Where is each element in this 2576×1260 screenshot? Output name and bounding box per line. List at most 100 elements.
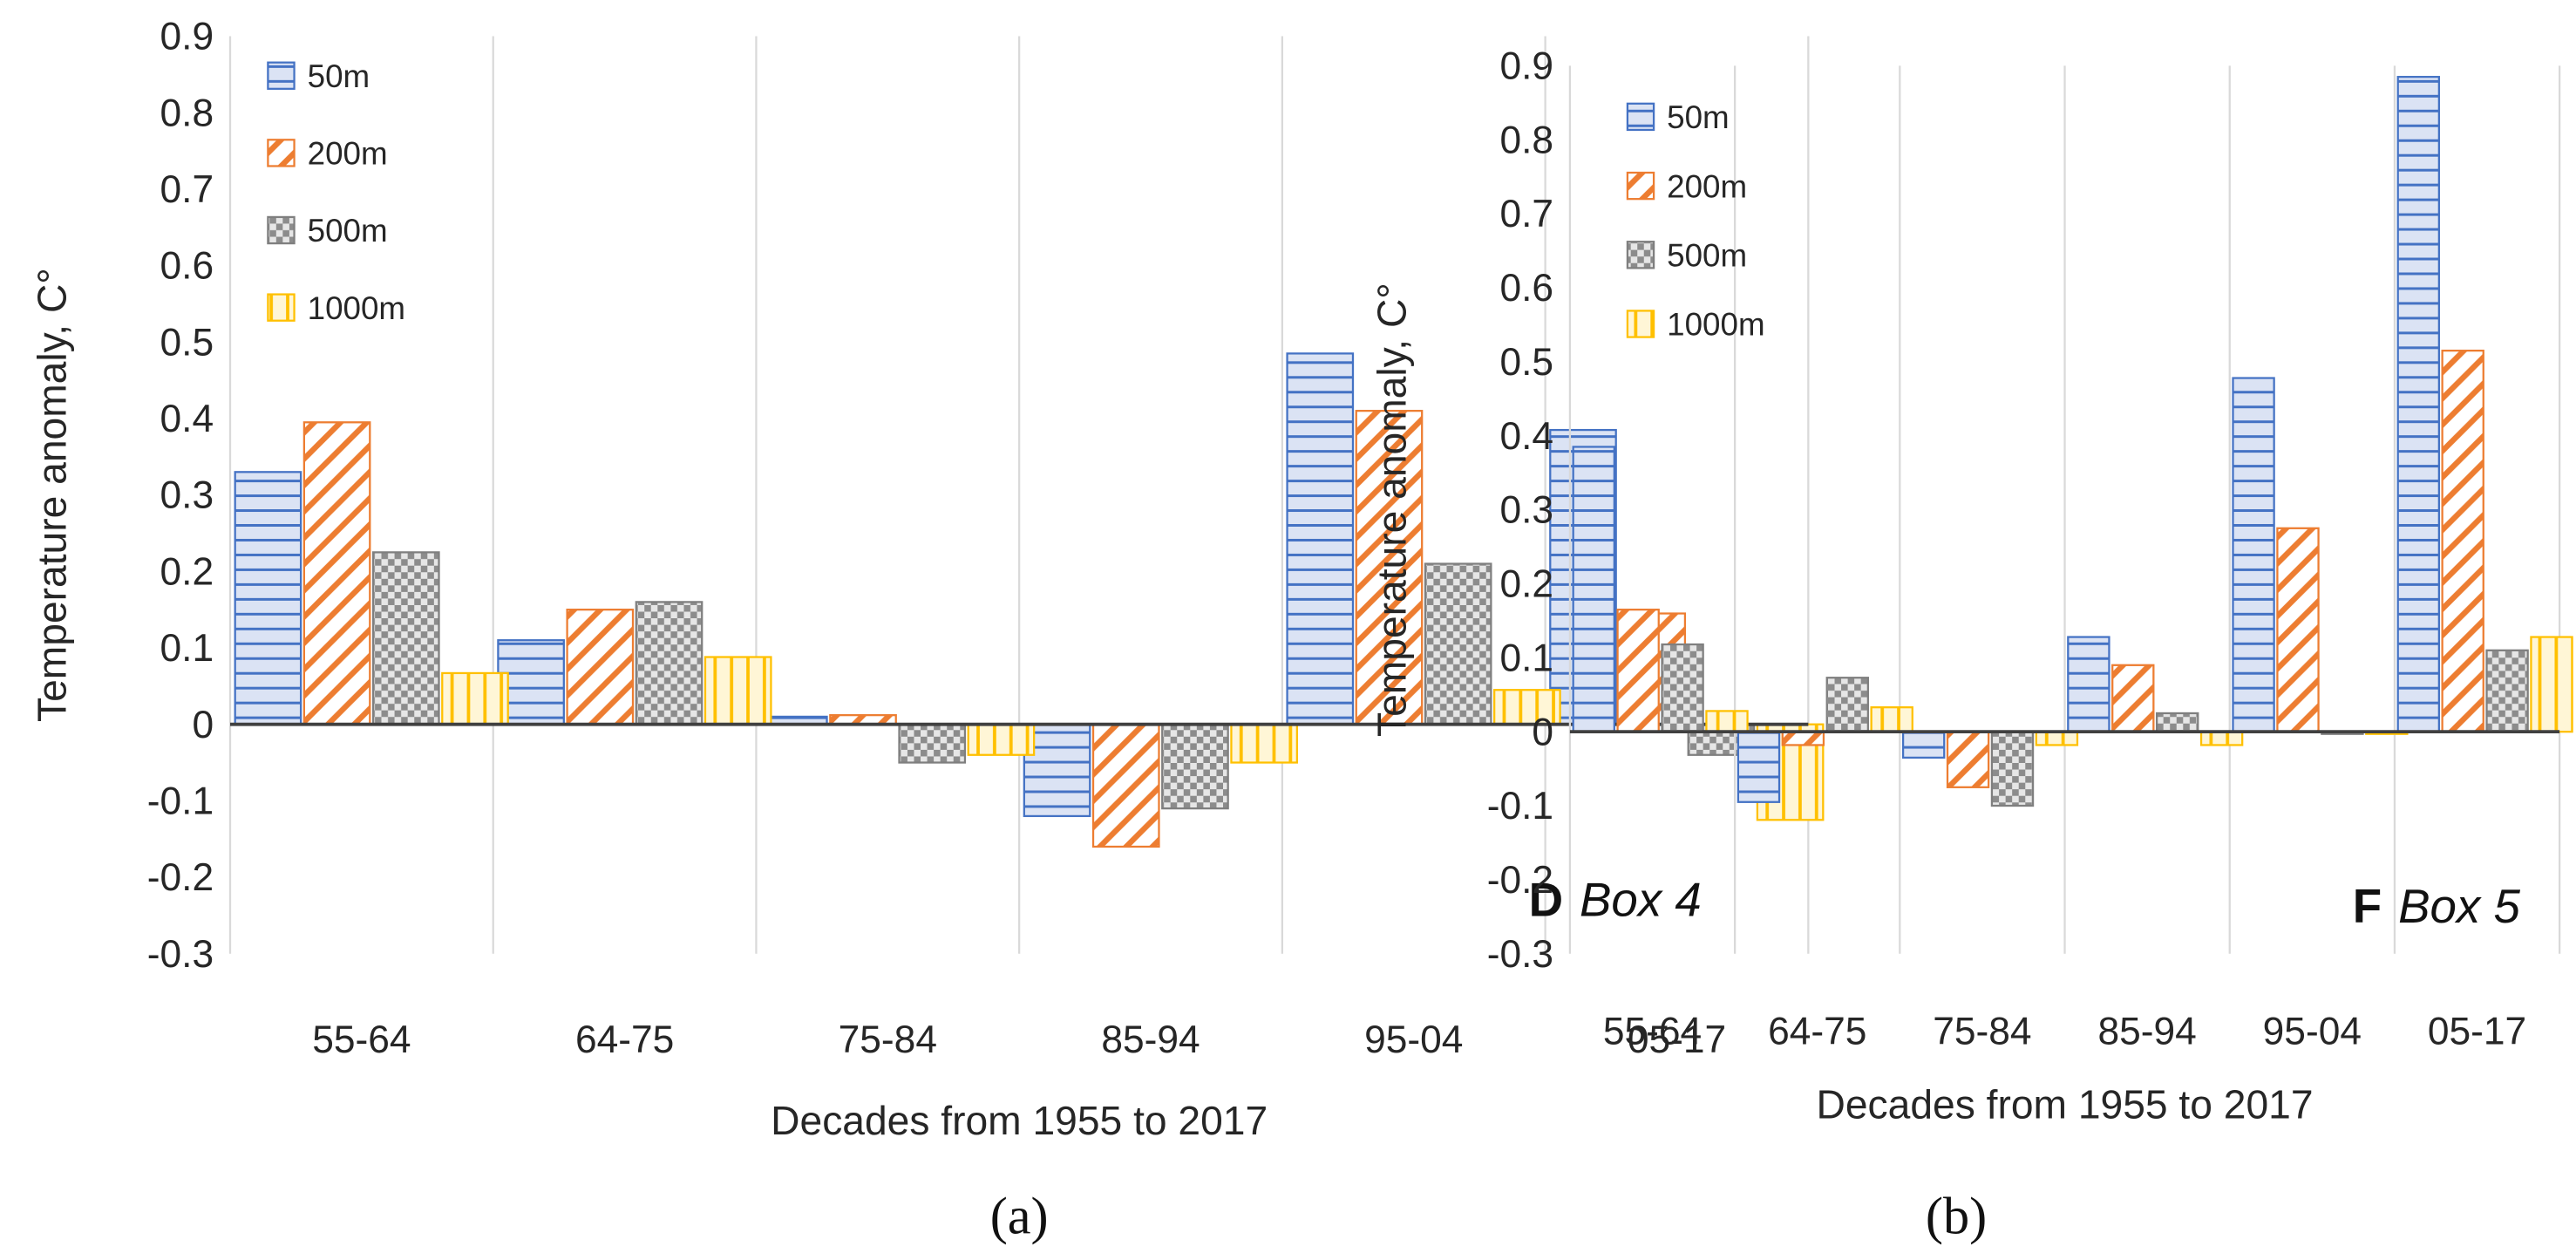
bar-1000m-75-84 xyxy=(967,723,1036,756)
bar-1000m-95-04 xyxy=(1493,689,1561,725)
y-axis-title: Temperature anomaly, C° xyxy=(1369,283,1414,737)
x-tick-label: 75-84 xyxy=(1933,1010,2031,1052)
y-tick-label: 0.7 xyxy=(1499,193,1553,235)
bar-500m-64-75 xyxy=(1825,677,1869,733)
y-tick-label: 0 xyxy=(193,704,214,746)
y-tick-label: -0.3 xyxy=(147,933,214,976)
y-tick-label: 0.1 xyxy=(1499,637,1553,679)
bar-500m-64-75 xyxy=(635,601,703,725)
y-axis-title: Temperature anomaly, C° xyxy=(29,268,74,722)
panel-label: F Box 5 xyxy=(2353,879,2521,933)
bar-200m-95-04 xyxy=(1355,410,1424,725)
y-tick-label: 0.1 xyxy=(160,627,214,670)
bar-200m-85-94 xyxy=(2111,664,2155,733)
bar-200m-95-04 xyxy=(2276,527,2320,733)
bar-1000m-64-75 xyxy=(1870,706,1913,733)
panel-box-label: Box 4 xyxy=(1580,872,1702,926)
x-tick-label: 05-17 xyxy=(2428,1010,2526,1052)
panel-caption: (b) xyxy=(1926,1187,1987,1245)
x-tick-label: 75-84 xyxy=(839,1018,937,1061)
y-tick-label: 0.3 xyxy=(1499,489,1553,532)
x-axis-title: Decades from 1955 to 2017 xyxy=(771,1098,1268,1143)
bar-50m-55-64 xyxy=(1572,446,1615,733)
bar-200m-64-75 xyxy=(566,609,635,725)
x-tick-label: 85-94 xyxy=(2097,1010,2196,1052)
legend-swatch-500m xyxy=(267,215,296,245)
bar-200m-64-75 xyxy=(1781,731,1825,746)
y-tick-label: 0.7 xyxy=(160,168,214,211)
panel-letter: F xyxy=(2353,879,2382,933)
legend-swatch-50m xyxy=(267,61,296,90)
legend-label-500m: 500m xyxy=(308,213,388,249)
y-tick-label: 0.5 xyxy=(160,321,214,364)
bar-500m-75-84 xyxy=(898,723,967,764)
bar-50m-85-94 xyxy=(2067,636,2110,733)
legend-swatch-50m xyxy=(1626,102,1655,132)
legend-label-50m: 50m xyxy=(1667,99,1730,135)
y-tick-label: 0.2 xyxy=(1499,563,1553,606)
y-tick-label: 0 xyxy=(1532,711,1553,753)
y-tick-label: -0.1 xyxy=(147,780,214,822)
bar-200m-55-64 xyxy=(302,421,371,725)
legend-swatch-200m xyxy=(1626,171,1655,201)
bar-200m-75-84 xyxy=(1946,731,1990,788)
x-tick-label: 64-75 xyxy=(1768,1010,1866,1052)
x-tick-label: 85-94 xyxy=(1101,1018,1200,1061)
bar-50m-85-94 xyxy=(1023,723,1091,818)
x-tick-label: 64-75 xyxy=(575,1018,674,1061)
bar-500m-55-64 xyxy=(371,551,440,725)
bar-1000m-55-64 xyxy=(1705,710,1749,733)
bar-1000m-85-94 xyxy=(1230,723,1299,764)
legend-label-500m: 500m xyxy=(1667,237,1747,273)
bar-50m-95-04 xyxy=(1286,352,1355,725)
bar-500m-95-04 xyxy=(1424,562,1492,725)
legend-swatch-200m xyxy=(267,139,296,167)
bar-1000m-64-75 xyxy=(703,656,772,725)
y-tick-label: -0.2 xyxy=(147,856,214,899)
panel-label: D Box 4 xyxy=(1529,872,1702,926)
y-tick-label: 0.5 xyxy=(1499,341,1553,384)
y-tick-label: -0.3 xyxy=(1487,933,1553,976)
panel-box-label: Box 5 xyxy=(2398,879,2520,933)
bar-500m-85-94 xyxy=(1161,723,1229,810)
bar-500m-55-64 xyxy=(1661,643,1704,733)
legend-swatch-1000m xyxy=(267,293,296,322)
panel-letter: D xyxy=(1529,872,1563,926)
y-tick-label: 0.8 xyxy=(1499,119,1553,161)
y-tick-label: 0.2 xyxy=(160,550,214,593)
x-tick-label: 05-17 xyxy=(1628,1018,1726,1061)
bar-1000m-05-17 xyxy=(2530,636,2573,733)
y-tick-label: 0.3 xyxy=(160,474,214,517)
bar-500m-05-17 xyxy=(2485,649,2529,733)
x-tick-label: 95-04 xyxy=(2263,1010,2362,1052)
bar-1000m-75-84 xyxy=(2035,731,2079,746)
legend-label-50m: 50m xyxy=(308,58,370,94)
bar-200m-55-64 xyxy=(1616,609,1660,733)
bar-200m-85-94 xyxy=(1091,723,1160,848)
y-tick-label: 0.6 xyxy=(160,245,214,288)
y-tick-label: -0.2 xyxy=(1487,859,1553,902)
x-tick-label: 55-64 xyxy=(1603,1010,1702,1052)
bar-200m-05-17 xyxy=(2441,350,2484,733)
chart-panel-a: 0.9 0.8 0.7 0.6 0.5 0.4 0.3 0.2 0.1 0 -0.1 -0.2 -0.3… xyxy=(29,16,1825,1245)
y-tick-label: 0.9 xyxy=(160,16,214,58)
x-tick-label: 55-64 xyxy=(312,1018,411,1061)
bar-50m-95-04 xyxy=(2232,377,2275,733)
bar-1000m-55-64 xyxy=(441,671,509,725)
y-tick-label: -0.1 xyxy=(1487,785,1553,828)
x-tick-label: 95-04 xyxy=(1364,1018,1463,1061)
y-tick-label: 0.9 xyxy=(1499,45,1553,88)
legend-swatch-500m xyxy=(1626,241,1655,269)
bar-50m-05-17 xyxy=(2396,76,2440,733)
panel-caption: (a) xyxy=(990,1187,1049,1245)
x-axis-title: Decades from 1955 to 2017 xyxy=(1817,1081,2314,1127)
legend-label-1000m: 1000m xyxy=(1667,307,1764,343)
y-tick-label: 0.6 xyxy=(1499,267,1553,310)
y-tick-label: 0.4 xyxy=(1499,415,1553,458)
bar-50m-55-64 xyxy=(234,471,302,725)
chart-panel-b: 0.9 0.8 0.7 0.6 0.5 0.4 0.3 0.2 0.1 0 -0.1 -0.2 -0.3… xyxy=(1369,45,2573,1245)
legend-label-200m: 200m xyxy=(308,136,388,172)
bar-500m-75-84 xyxy=(1990,731,2035,807)
bar-500m-85-94 xyxy=(2155,712,2199,733)
